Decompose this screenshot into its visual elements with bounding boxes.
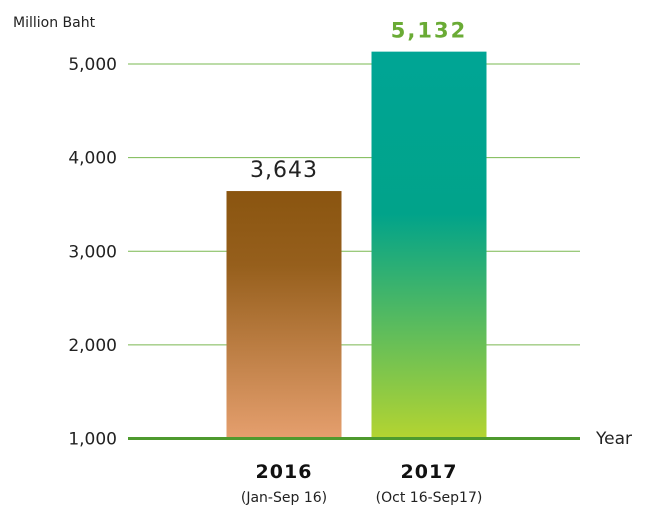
x-axis-title: Year — [595, 429, 632, 449]
y-axis-title: Million Baht — [13, 15, 96, 31]
y-tick-label: 5,000 — [68, 55, 117, 75]
y-tick-label: 2,000 — [68, 336, 117, 356]
y-tick-label: 1,000 — [68, 430, 117, 450]
x-category-sublabel: (Oct 16-Sep17) — [376, 490, 483, 506]
bar-2016 — [226, 191, 342, 439]
x-category-sublabel: (Jan-Sep 16) — [241, 490, 327, 506]
gridlines — [128, 63, 580, 346]
bar-labels: 3,643 5,132 — [250, 19, 467, 183]
y-tick-label: 4,000 — [68, 149, 117, 169]
y-tick-label: 3,000 — [68, 242, 117, 262]
x-axis-categories: 2016 (Jan-Sep 16) 2017 (Oct 16-Sep17) — [241, 461, 482, 506]
bar-2017 — [371, 51, 487, 439]
bars — [226, 51, 487, 439]
y-axis-ticks: 1,000 2,000 3,000 4,000 5,000 — [68, 55, 117, 450]
x-category-label: 2016 — [256, 461, 313, 483]
bar-value-label: 5,132 — [391, 19, 467, 43]
bar-value-label: 3,643 — [250, 158, 318, 183]
x-category-label: 2017 — [401, 461, 458, 483]
